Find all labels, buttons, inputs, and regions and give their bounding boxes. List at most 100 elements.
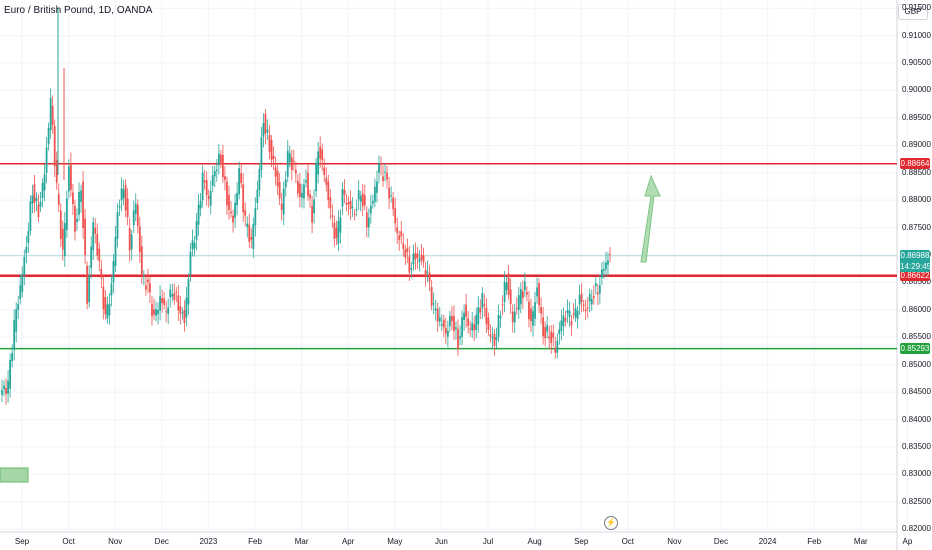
y-tick-label: 0.84500	[902, 387, 931, 397]
candle-body	[134, 203, 137, 214]
candle-body	[521, 291, 524, 298]
y-tick-label: 0.88000	[902, 195, 931, 205]
candle-body	[301, 192, 303, 198]
candle-body	[542, 317, 545, 337]
candle-body	[532, 311, 534, 326]
candle-body	[33, 184, 36, 203]
candle-body	[426, 271, 429, 273]
candle-body	[605, 262, 607, 270]
candle-body	[215, 169, 218, 171]
candle-body	[203, 180, 206, 183]
candle-body	[305, 180, 307, 183]
candle-body	[118, 205, 121, 208]
candle-body	[446, 330, 449, 337]
candle-body	[517, 295, 520, 310]
candle-body	[428, 272, 431, 282]
candle-body	[232, 215, 234, 223]
candle-body	[175, 291, 178, 293]
candle-body	[136, 204, 139, 227]
candle-body	[523, 281, 526, 291]
chart-title: Euro / British Pound, 1D, OANDA	[4, 5, 153, 16]
candle-body	[341, 188, 344, 207]
candle-body	[493, 333, 496, 346]
candle-body	[596, 292, 599, 295]
candle-body	[234, 202, 236, 218]
candle-body	[548, 336, 551, 339]
candle-body	[213, 171, 216, 177]
candle-body	[187, 279, 190, 305]
candle-body	[274, 167, 277, 177]
candle-body	[171, 294, 174, 297]
candle-body	[94, 227, 97, 234]
candle-body	[475, 314, 478, 330]
candle-body	[311, 205, 313, 223]
candle-body	[258, 168, 261, 190]
candle-body	[254, 208, 257, 226]
candle-body	[327, 181, 330, 201]
y-tick-label: 0.87500	[902, 222, 931, 232]
candle-body	[465, 304, 468, 317]
candle-body	[284, 179, 287, 188]
candle-body	[572, 313, 575, 315]
candle-body	[469, 328, 472, 330]
candle-body	[260, 137, 263, 170]
candle-body	[9, 359, 12, 389]
candle-body	[41, 182, 44, 198]
candle-body	[451, 316, 453, 322]
candle-body	[23, 256, 26, 275]
candle-body	[39, 201, 42, 207]
candle-body	[588, 293, 591, 302]
candle-body	[126, 198, 129, 218]
candle-body	[363, 195, 366, 206]
x-tick-label: Oct	[621, 537, 635, 546]
candle-body	[153, 309, 155, 315]
candle-body	[183, 309, 186, 323]
candle-body	[102, 286, 105, 310]
candle-body	[578, 295, 581, 305]
candle-body	[357, 190, 360, 200]
candle-body	[388, 187, 390, 199]
candle-body	[120, 188, 123, 201]
candle-body	[288, 153, 291, 162]
candle-body	[459, 336, 461, 339]
lightning-icon[interactable]: ⚡	[604, 516, 618, 530]
candle-body	[414, 253, 417, 260]
candle-body	[211, 175, 214, 186]
candle-body	[317, 151, 320, 175]
candle-body	[53, 125, 56, 167]
candle-body	[483, 304, 486, 307]
candle-body	[461, 317, 463, 337]
candle-body	[70, 163, 72, 190]
candle-body	[353, 213, 356, 215]
price-tag-value: 0.85293	[900, 344, 930, 354]
currency-button[interactable]: GBP	[898, 4, 928, 20]
candle-body	[594, 283, 597, 287]
candle-body	[191, 240, 194, 250]
candle-body	[562, 315, 565, 327]
candle-body	[345, 203, 348, 205]
candle-body	[110, 283, 113, 296]
candle-body	[609, 253, 611, 255]
candle-body	[138, 226, 141, 253]
candle-body	[371, 200, 374, 204]
candle-body	[280, 203, 283, 210]
candle-body	[337, 221, 340, 244]
candle-body	[35, 197, 38, 201]
candle-body	[556, 340, 559, 353]
candle-body	[37, 204, 40, 217]
candle-body	[142, 276, 145, 278]
x-tick-label: Sep	[14, 537, 30, 546]
candle-body	[552, 332, 555, 338]
y-tick-label: 0.91500	[902, 3, 931, 13]
candle-body	[467, 318, 470, 326]
x-tick-label: Dec	[154, 537, 169, 546]
candle-body	[396, 227, 399, 234]
price-tag-value: 0.86622	[900, 271, 930, 281]
candle-body	[564, 317, 567, 322]
candle-body	[230, 211, 232, 214]
candle-body	[607, 260, 609, 265]
candle-body	[169, 289, 172, 298]
candle-body	[140, 246, 143, 276]
x-tick-label: Apr	[341, 537, 355, 546]
